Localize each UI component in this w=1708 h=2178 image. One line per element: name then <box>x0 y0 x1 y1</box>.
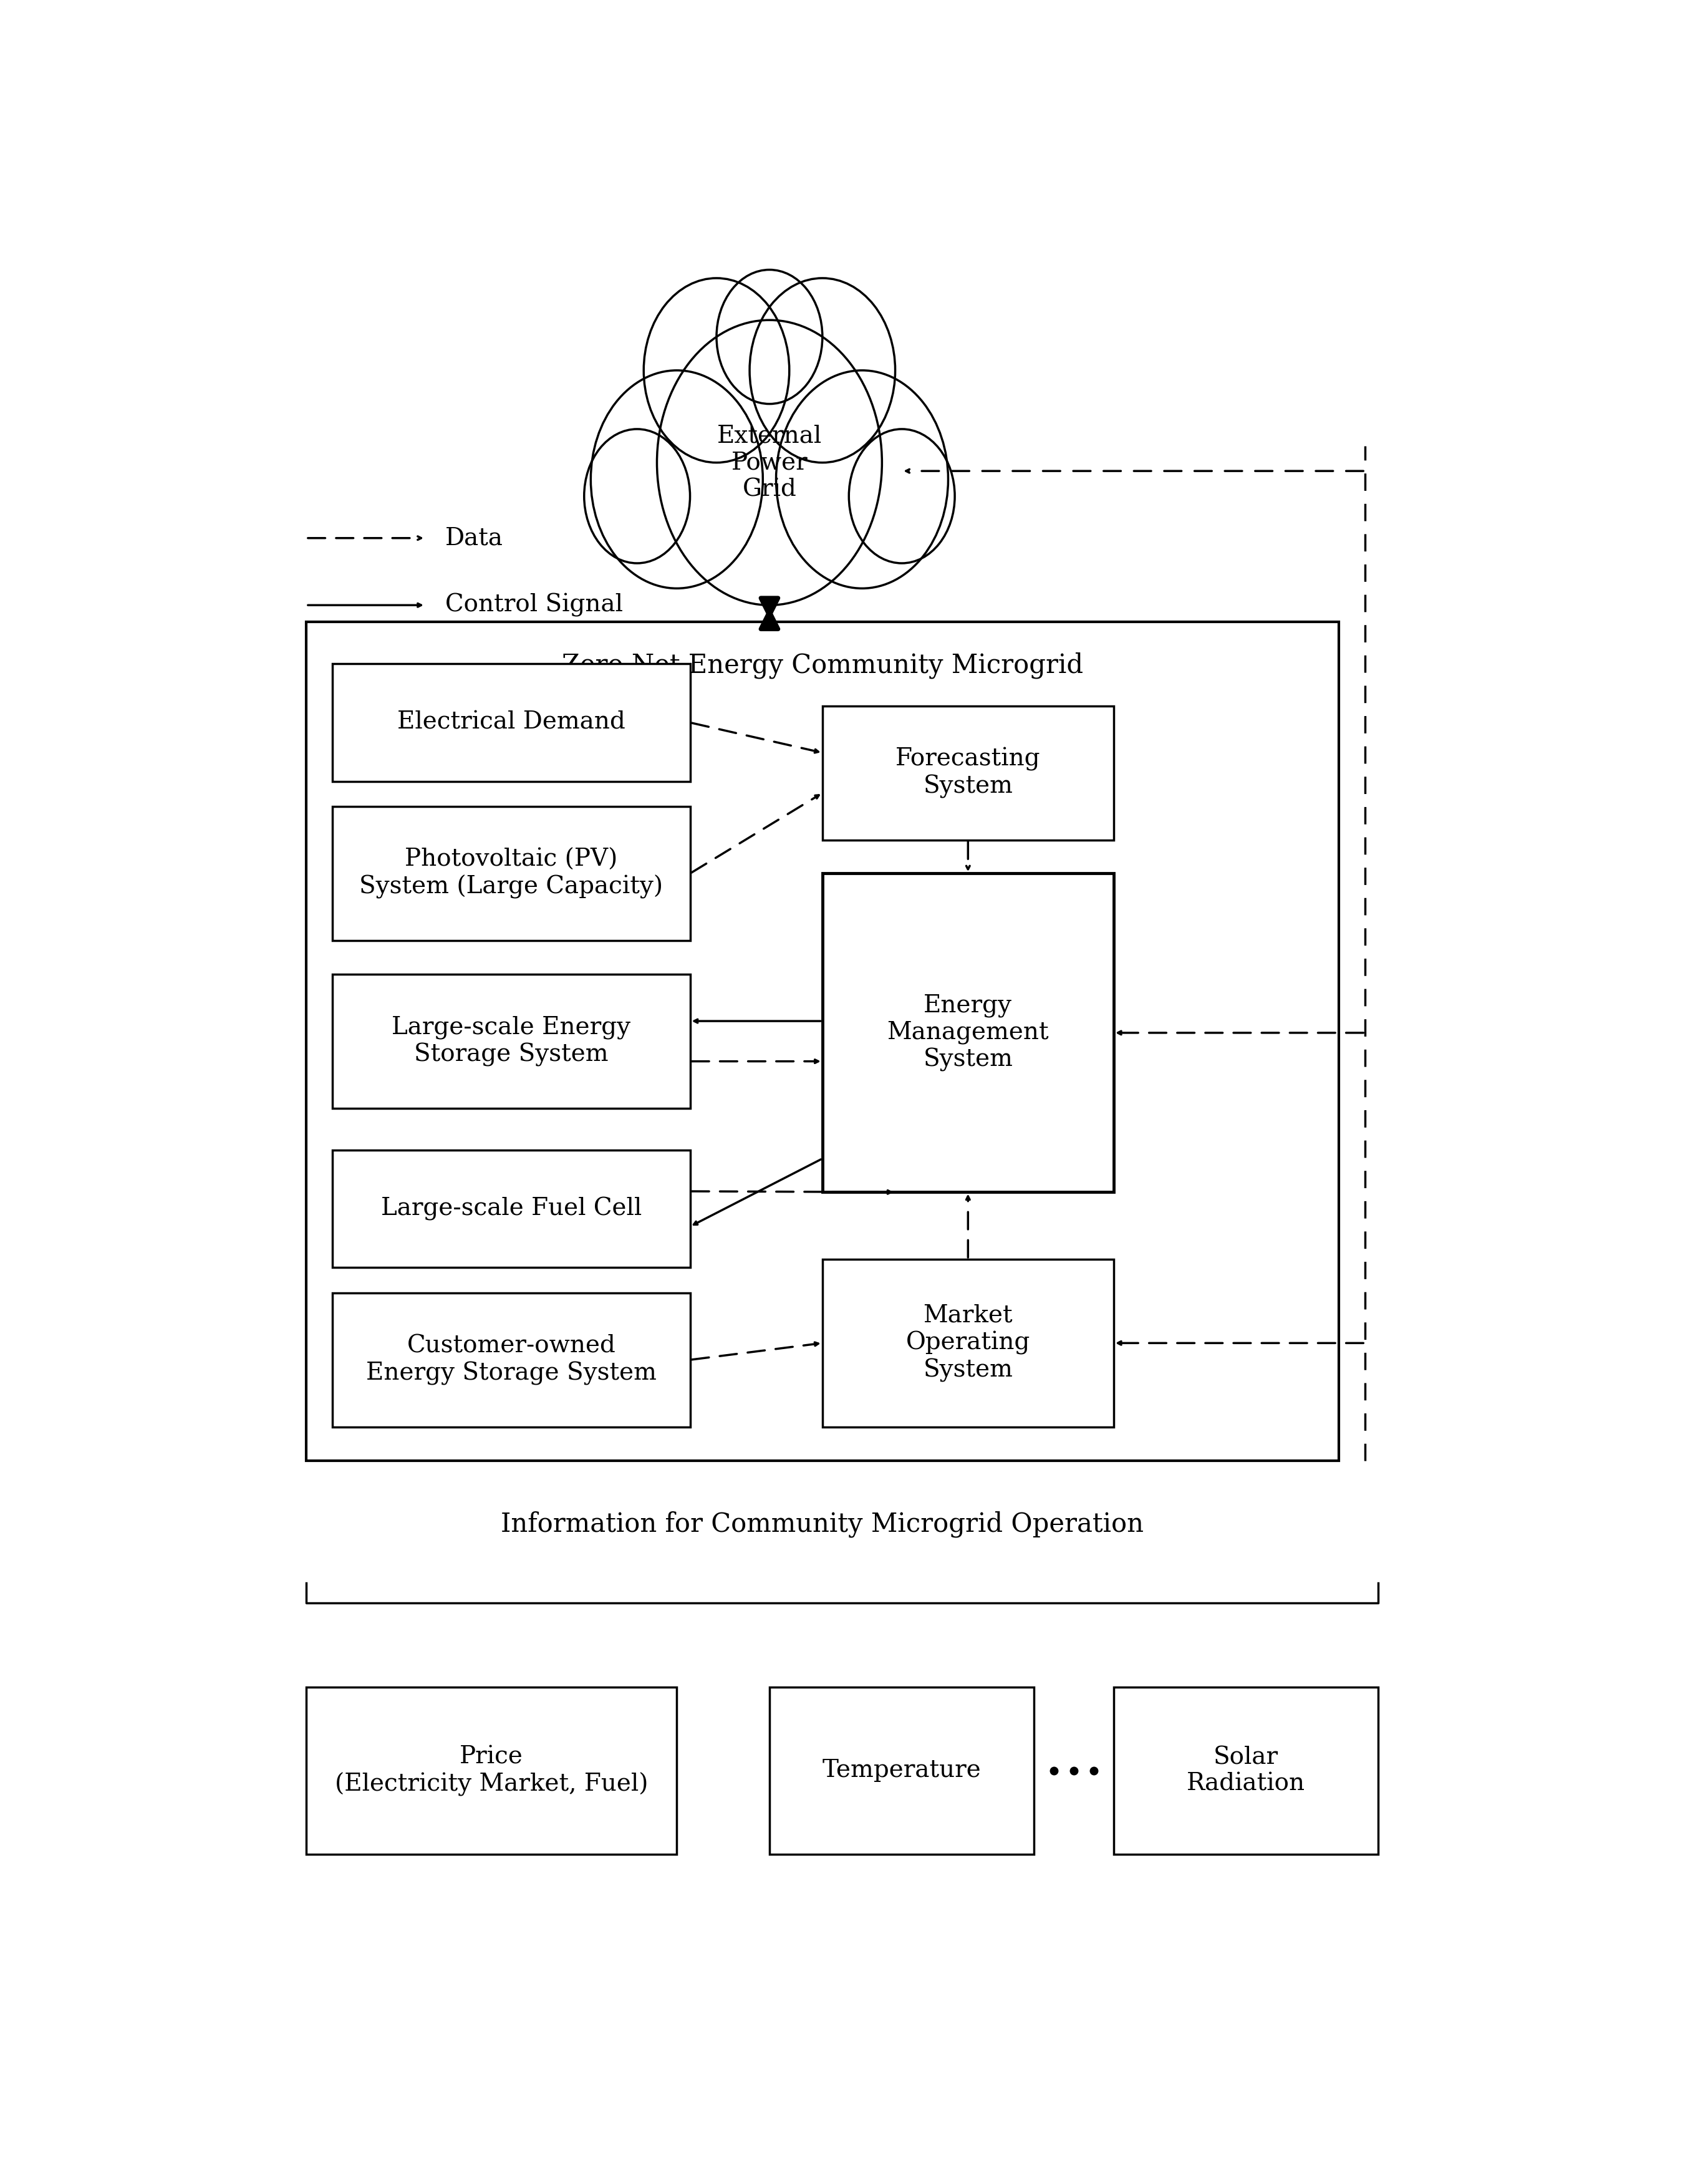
Text: Zero Net Energy Community Microgrid: Zero Net Energy Community Microgrid <box>562 651 1083 680</box>
Text: Energy
Management
System: Energy Management System <box>886 993 1049 1072</box>
Text: Photovoltaic (PV)
System (Large Capacity): Photovoltaic (PV) System (Large Capacity… <box>359 847 663 900</box>
Text: Large-scale Energy
Storage System: Large-scale Energy Storage System <box>391 1015 630 1067</box>
Text: Information for Community Microgrid Operation: Information for Community Microgrid Oper… <box>500 1512 1144 1538</box>
Text: Large-scale Fuel Cell: Large-scale Fuel Cell <box>381 1198 642 1220</box>
Circle shape <box>775 370 948 588</box>
Text: Forecasting
System: Forecasting System <box>895 747 1040 799</box>
FancyBboxPatch shape <box>333 974 690 1109</box>
Text: Electrical Demand: Electrical Demand <box>398 710 625 734</box>
Text: Market
Operating
System: Market Operating System <box>905 1305 1030 1383</box>
Text: Temperature: Temperature <box>822 1760 982 1782</box>
Text: Data: Data <box>446 527 504 549</box>
FancyBboxPatch shape <box>1114 1686 1378 1856</box>
FancyBboxPatch shape <box>333 1150 690 1268</box>
FancyBboxPatch shape <box>769 1686 1035 1856</box>
FancyBboxPatch shape <box>333 1294 690 1427</box>
Circle shape <box>750 279 895 462</box>
FancyBboxPatch shape <box>823 873 1114 1191</box>
Circle shape <box>591 370 763 588</box>
FancyBboxPatch shape <box>823 1259 1114 1427</box>
Text: Price
(Electricity Market, Fuel): Price (Electricity Market, Fuel) <box>335 1745 647 1797</box>
FancyBboxPatch shape <box>333 806 690 941</box>
Text: Control Signal: Control Signal <box>446 592 623 616</box>
Circle shape <box>849 429 955 564</box>
Text: Solar
Radiation: Solar Radiation <box>1187 1747 1305 1795</box>
Circle shape <box>717 270 823 403</box>
Text: Customer-owned
Energy Storage System: Customer-owned Energy Storage System <box>366 1335 656 1385</box>
Circle shape <box>584 429 690 564</box>
Text: External
Power
Grid: External Power Grid <box>717 425 822 501</box>
FancyBboxPatch shape <box>823 706 1114 841</box>
Circle shape <box>644 279 789 462</box>
Circle shape <box>658 320 881 605</box>
FancyBboxPatch shape <box>306 623 1339 1461</box>
FancyBboxPatch shape <box>333 664 690 782</box>
FancyBboxPatch shape <box>306 1686 676 1856</box>
